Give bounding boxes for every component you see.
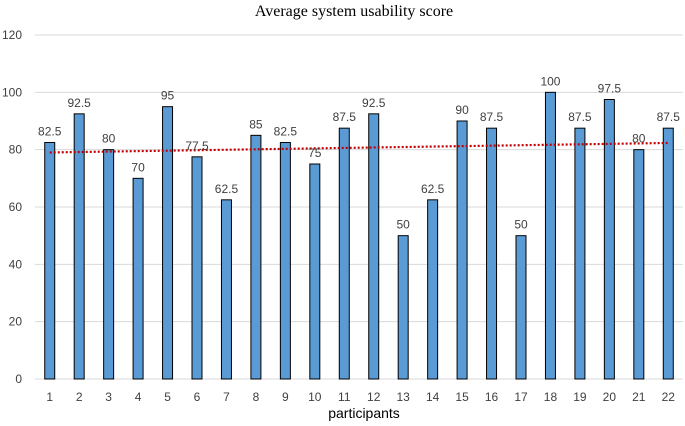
data-label: 62.5 <box>215 182 239 196</box>
bar <box>574 127 586 380</box>
y-tick-label: 20 <box>9 315 23 329</box>
bar <box>368 113 380 380</box>
bar <box>456 120 468 380</box>
data-label: 50 <box>397 218 411 232</box>
chart-title: Average system usability score <box>255 3 453 20</box>
data-labels: 82.5 92.5 80 70 95 77.5 62.5 85 82.5 75 87.5 92.5 50… <box>38 74 680 231</box>
y-tick-label: 40 <box>9 257 23 271</box>
data-label: 90 <box>455 103 469 117</box>
y-tick-label: 80 <box>9 143 23 157</box>
data-label: 92.5 <box>362 96 386 110</box>
x-tick-label: 6 <box>194 390 201 404</box>
x-tick-label: 10 <box>308 390 322 404</box>
x-axis-ticks: 1 2 3 4 5 6 7 8 9 10 11 12 13 14 15 16 17 18 19 20 21 22 <box>46 390 675 404</box>
data-label: 87.5 <box>333 110 357 124</box>
data-label: 87.5 <box>657 110 681 124</box>
x-tick-label: 19 <box>573 390 587 404</box>
bar <box>279 142 291 380</box>
x-tick-label: 2 <box>76 390 83 404</box>
bar <box>633 149 645 380</box>
y-tick-label: 100 <box>2 85 22 99</box>
x-tick-label: 20 <box>603 390 617 404</box>
bar <box>427 199 439 380</box>
x-tick-label: 9 <box>282 390 289 404</box>
data-label: 95 <box>161 89 175 103</box>
x-tick-label: 5 <box>164 390 171 404</box>
x-tick-label: 8 <box>253 390 260 404</box>
bar <box>162 106 174 380</box>
y-tick-label: 0 <box>15 372 22 386</box>
y-axis-ticks: 0 20 40 60 80 100 120 <box>2 28 22 386</box>
data-label: 70 <box>131 160 145 174</box>
data-label: 82.5 <box>274 125 298 139</box>
x-tick-label: 1 <box>46 390 53 404</box>
bar <box>338 127 350 380</box>
x-tick-label: 13 <box>397 390 411 404</box>
bar <box>132 177 144 380</box>
x-tick-label: 16 <box>485 390 499 404</box>
data-label: 100 <box>540 74 560 88</box>
y-tick-label: 60 <box>9 200 23 214</box>
data-label: 80 <box>102 132 116 146</box>
bar <box>220 199 232 380</box>
x-tick-label: 17 <box>514 390 528 404</box>
x-tick-label: 11 <box>338 390 351 404</box>
x-tick-label: 22 <box>662 390 676 404</box>
gridlines <box>35 34 683 380</box>
x-tick-label: 21 <box>632 390 646 404</box>
bar <box>73 113 85 380</box>
x-tick-label: 12 <box>367 390 381 404</box>
trendline-line <box>49 141 669 154</box>
data-label: 82.5 <box>38 125 62 139</box>
x-tick-label: 4 <box>135 390 142 404</box>
bars <box>44 91 674 380</box>
bar <box>397 235 409 380</box>
bar <box>250 134 262 380</box>
bar <box>662 127 674 380</box>
bar <box>44 142 56 380</box>
bar <box>191 156 203 380</box>
x-tick-label: 18 <box>544 390 558 404</box>
x-tick-label: 15 <box>455 390 469 404</box>
bar <box>309 163 321 380</box>
data-label: 87.5 <box>480 110 504 124</box>
trendline <box>49 141 669 154</box>
x-tick-label: 14 <box>426 390 440 404</box>
bar <box>103 149 115 380</box>
data-label: 80 <box>632 132 646 146</box>
data-label: 50 <box>514 218 528 232</box>
bar <box>486 127 498 380</box>
bar <box>603 99 615 380</box>
bar <box>515 235 527 380</box>
x-tick-label: 3 <box>105 390 112 404</box>
data-label: 75 <box>308 146 322 160</box>
data-label: 97.5 <box>598 82 622 96</box>
x-tick-label: 7 <box>223 390 230 404</box>
data-label: 77.5 <box>185 139 209 153</box>
data-label: 92.5 <box>68 96 92 110</box>
y-tick-label: 120 <box>2 28 22 42</box>
data-label: 87.5 <box>568 110 592 124</box>
data-label: 85 <box>249 117 263 131</box>
x-axis-label: participants <box>328 405 400 421</box>
bar <box>544 91 556 380</box>
data-label: 62.5 <box>421 182 445 196</box>
